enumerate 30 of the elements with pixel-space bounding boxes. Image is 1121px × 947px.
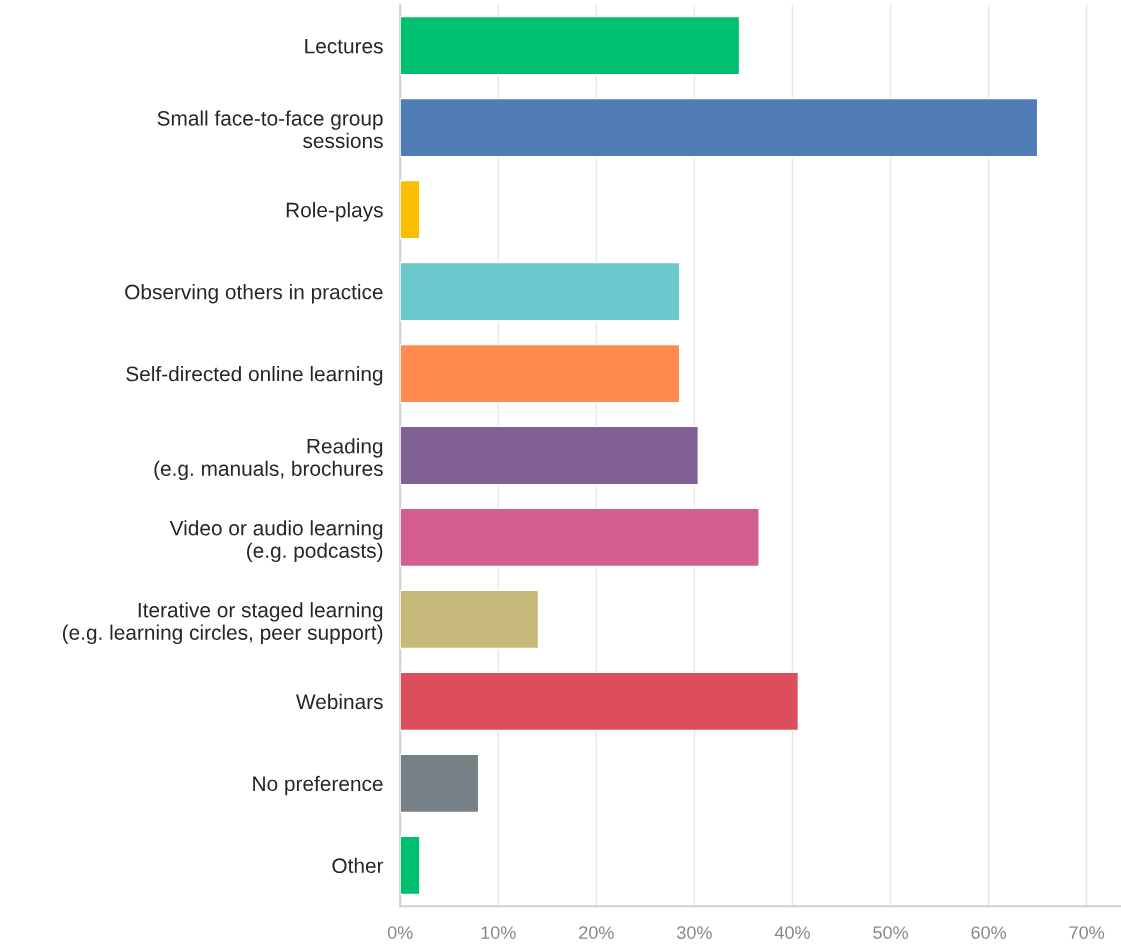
bar: [400, 179, 421, 240]
x-tick-label: 40%: [774, 926, 810, 939]
x-tick-label: 30%: [677, 926, 712, 939]
bar: [400, 671, 800, 732]
x-tick-label: 50%: [873, 926, 908, 939]
x-tick-label: 60%: [971, 926, 1007, 939]
y-tick-label: No preference: [253, 775, 383, 796]
bar: [400, 835, 421, 896]
y-tick-label: Iterative or staged learning (e.g. learning circles, peer support): [62, 602, 383, 645]
y-tick-label: Lectures: [305, 38, 383, 54]
bar: [400, 425, 700, 486]
y-tick-label: Observing others in practice: [125, 284, 383, 304]
x-tick-label: 70%: [1069, 926, 1105, 939]
y-tick-label: Small face-to-face group sessions: [157, 110, 383, 149]
y-tick-label: Other: [332, 857, 384, 874]
y-tick-label: Webinars: [296, 693, 383, 710]
bar: [400, 97, 1039, 158]
bar: [400, 507, 760, 568]
y-tick-label: Role-plays: [286, 202, 383, 222]
bar: [400, 753, 480, 814]
bar: [400, 261, 681, 322]
y-tick-label: Reading (e.g. manuals, brochures: [154, 438, 383, 481]
bar: [400, 343, 681, 404]
x-tick-label: 10%: [481, 926, 516, 939]
bar: [400, 15, 741, 76]
y-tick-label: Video or audio learning (e.g. podcasts): [169, 520, 383, 563]
bar: [400, 589, 540, 650]
x-tick-label: 20%: [579, 926, 614, 939]
y-tick-label: Self-directed online learning: [126, 366, 383, 386]
x-tick-label: 0%: [387, 926, 413, 939]
